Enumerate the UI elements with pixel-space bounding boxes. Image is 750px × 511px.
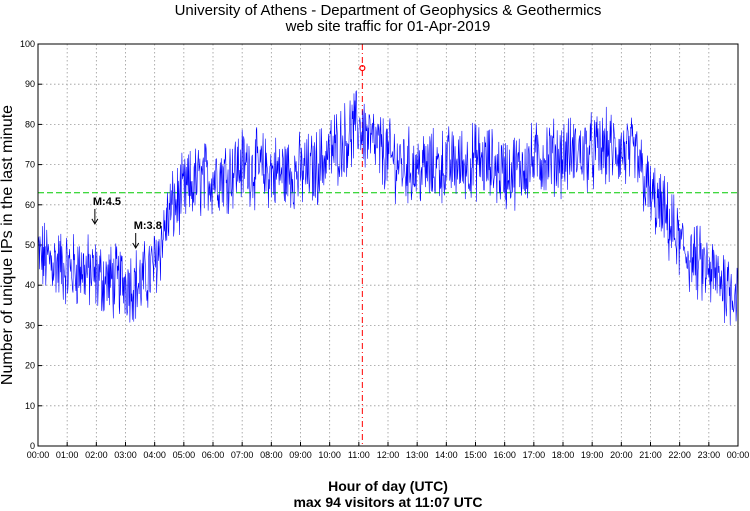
grid-lines xyxy=(37,43,739,447)
x-tick-label: 06:00 xyxy=(202,450,225,460)
x-tick-label: 02:00 xyxy=(85,450,108,460)
x-tick-label: 17:00 xyxy=(523,450,546,460)
y-tick-label: 70 xyxy=(25,160,35,170)
x-tick-label: 11:00 xyxy=(348,450,370,460)
x-tick-label: 00:00 xyxy=(27,450,50,460)
x-tick-label: 18:00 xyxy=(552,450,575,460)
traffic-series-line xyxy=(37,90,739,326)
x-tick-label: 21:00 xyxy=(639,450,662,460)
x-tick-labels: 00:00 01:00 02:00 03:00 04:00 05:00 06:00 07:00… xyxy=(27,450,750,460)
x-tick-label: 03:00 xyxy=(114,450,137,460)
y-axis-label: Number of unique IPs in the last minute xyxy=(0,105,16,385)
y-tick-label: 10 xyxy=(25,401,35,411)
y-tick-label: 50 xyxy=(25,240,35,250)
x-tick-label: 16:00 xyxy=(493,450,516,460)
chart-title: University of Athens - Department of Geo… xyxy=(175,2,602,19)
x-tick-label: 08:00 xyxy=(260,450,283,460)
x-tick-label: 20:00 xyxy=(610,450,633,460)
x-tick-label: 09:00 xyxy=(289,450,312,460)
x-tick-label: 10:00 xyxy=(318,450,341,460)
annotation-arrow-head xyxy=(132,242,140,249)
x-tick-label: 13:00 xyxy=(406,450,429,460)
chart-subtitle: web site traffic for 01-Apr-2019 xyxy=(285,18,491,35)
x-axis-label: Hour of day (UTC) xyxy=(328,478,448,494)
y-tick-label: 60 xyxy=(25,200,35,210)
y-tick-label: 100 xyxy=(20,39,35,49)
x-tick-label: 22:00 xyxy=(668,450,691,460)
y-tick-label: 0 xyxy=(30,441,35,451)
x-tick-label: 05:00 xyxy=(173,450,196,460)
x-tick-label: 00:00 xyxy=(727,450,750,460)
x-tick-label: 23:00 xyxy=(698,450,721,460)
x-tick-label: 04:00 xyxy=(143,450,166,460)
y-tick-label: 20 xyxy=(25,361,35,371)
x-tick-label: 01:00 xyxy=(56,450,79,460)
y-tick-label: 80 xyxy=(25,119,35,129)
plot-frame xyxy=(37,43,739,447)
x-tick-label: 19:00 xyxy=(581,450,604,460)
annotation-layer: M:4.5 M:3.8 xyxy=(91,196,162,249)
max-point-marker xyxy=(359,65,366,72)
x-tick-label: 12:00 xyxy=(377,450,400,460)
y-tick-label: 90 xyxy=(25,79,35,89)
reference-lines xyxy=(38,44,738,446)
earthquake-annotation: M:3.8 xyxy=(134,220,162,232)
y-tick-labels: 0 10 20 30 40 50 60 70 80 90 100 xyxy=(20,39,35,451)
series-layer xyxy=(37,90,739,326)
y-tick-label: 40 xyxy=(25,280,35,290)
x-tick-label: 07:00 xyxy=(231,450,254,460)
y-tick-label: 30 xyxy=(25,320,35,330)
x-tick-label: 15:00 xyxy=(464,450,487,460)
marker-layer xyxy=(359,65,366,72)
max-visitors-note: max 94 visitors at 11:07 UTC xyxy=(293,494,482,510)
x-tick-label: 14:00 xyxy=(435,450,458,460)
annotation-arrow-head xyxy=(91,218,99,225)
earthquake-annotation: M:4.5 xyxy=(93,196,121,208)
